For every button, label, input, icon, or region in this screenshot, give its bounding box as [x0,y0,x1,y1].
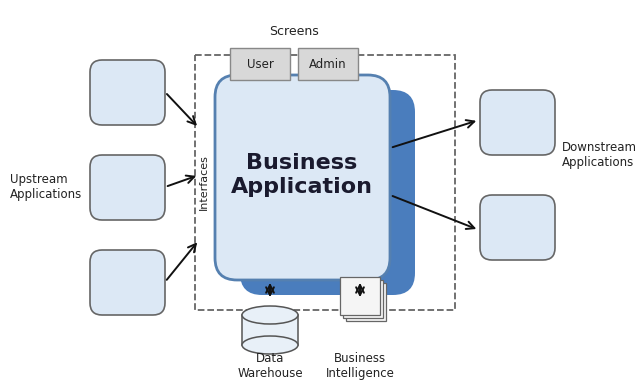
Text: Downstream
Applications: Downstream Applications [562,141,635,169]
Bar [298,48,358,80]
FancyBboxPatch shape [90,60,165,125]
Text: Interfaces: Interfaces [199,154,209,210]
Bar [242,315,298,345]
Bar [346,283,386,321]
FancyBboxPatch shape [480,195,555,260]
Ellipse shape [242,306,298,324]
FancyBboxPatch shape [90,250,165,315]
FancyBboxPatch shape [240,90,415,295]
Text: Screens: Screens [269,25,319,38]
Text: Business
Intelligence: Business Intelligence [326,352,394,380]
Bar [195,55,455,310]
Bar [340,277,380,315]
FancyBboxPatch shape [90,155,165,220]
Text: User: User [246,57,274,70]
Text: Business
Application: Business Application [231,152,373,198]
FancyBboxPatch shape [215,75,390,280]
Bar [230,48,290,80]
Ellipse shape [242,336,298,354]
Text: Data
Warehouse: Data Warehouse [237,352,303,380]
Text: Upstream
Applications: Upstream Applications [10,173,83,201]
FancyBboxPatch shape [480,90,555,155]
Text: Admin: Admin [309,57,347,70]
Bar [343,280,383,318]
